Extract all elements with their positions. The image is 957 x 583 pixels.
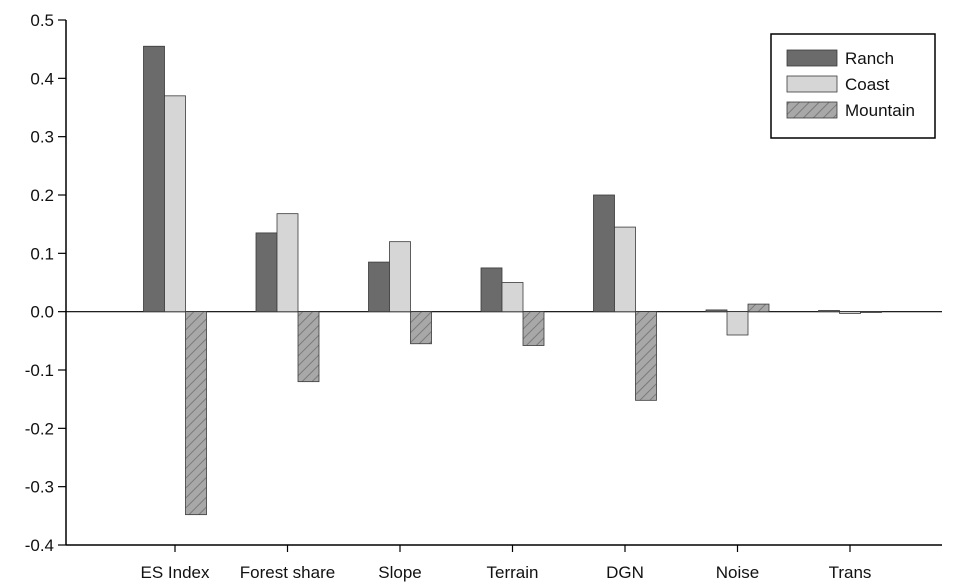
bar-ranch-noise (705, 309, 728, 313)
x-axis: ES Index Forest share Slope Terrain DGN Noise… (66, 544, 942, 582)
bar-coast-dgn (614, 226, 636, 313)
bar-mountain-forest-share (297, 311, 320, 383)
x-tick-label: Terrain (487, 563, 539, 582)
x-tick-label: Slope (378, 563, 421, 582)
bar-coast-noise (726, 311, 749, 336)
bar-coast-slope (389, 241, 411, 313)
y-tick-label: 0.3 (30, 128, 54, 147)
x-tick-label: ES Index (141, 563, 210, 582)
bar-ranch-dgn (593, 194, 615, 313)
y-tick-label: 0.5 (30, 11, 54, 30)
legend-swatch-ranch (786, 49, 838, 67)
bar-mountain-dgn (635, 311, 657, 401)
legend-label-coast: Coast (845, 75, 890, 94)
bar-mountain-noise (747, 303, 770, 313)
y-tick-label: 0.1 (30, 244, 54, 263)
bar-coast-es-index (164, 95, 186, 313)
y-tick-label: 0.0 (30, 303, 54, 322)
bar-ranch-es-index (143, 45, 165, 313)
y-tick-label: 0.2 (30, 186, 54, 205)
x-tick-label: Noise (716, 563, 759, 582)
legend-label-mountain: Mountain (845, 101, 915, 120)
y-tick-label: -0.2 (25, 419, 54, 438)
legend-label-ranch: Ranch (845, 49, 894, 68)
x-tick-label: Trans (829, 563, 872, 582)
bar-ranch-slope (368, 261, 390, 313)
bar-coast-forest-share (276, 213, 299, 313)
bar-ranch-forest-share (255, 232, 278, 313)
y-tick-label: -0.1 (25, 361, 54, 380)
y-tick-label: -0.3 (25, 478, 54, 497)
bar-mountain-slope (410, 311, 432, 345)
bar-ranch-trans (818, 310, 840, 313)
bar-coast-trans (839, 311, 861, 314)
x-tick-label: Forest share (240, 563, 335, 582)
bar-ranch-terrain (480, 267, 503, 313)
y-tick-label: -0.4 (25, 536, 54, 555)
legend-swatch-mountain (786, 101, 838, 119)
bar-mountain-trans (860, 311, 882, 313)
bar-mountain-es-index (185, 311, 207, 516)
legend: Ranch Coast Mountain (770, 33, 936, 139)
bar-coast-terrain (501, 282, 524, 313)
bars (143, 45, 882, 516)
x-tick-label: DGN (606, 563, 644, 582)
bar-mountain-terrain (522, 311, 545, 346)
legend-swatch-coast (786, 75, 838, 93)
y-tick-label: 0.4 (30, 69, 54, 88)
y-axis: -0.4 -0.3 -0.2 -0.1 0.0 0.1 0.2 0.3 0.4 0.5 (25, 11, 67, 555)
